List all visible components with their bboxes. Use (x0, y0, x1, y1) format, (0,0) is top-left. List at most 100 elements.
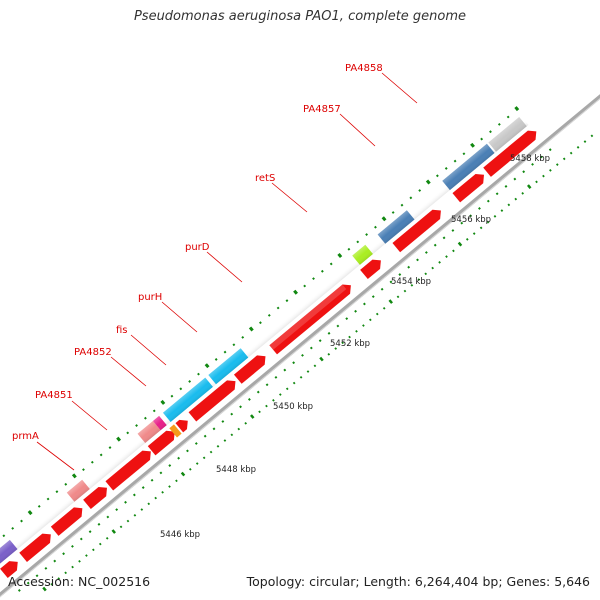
cds-arrow[interactable] (360, 256, 385, 280)
gene-label-pa4857[interactable]: PA4857 (303, 104, 376, 147)
scale-tick (147, 502, 151, 506)
topology-summary: Topology: circular; Length: 6,264,404 bp… (246, 574, 590, 589)
tick-dot (400, 203, 404, 207)
tick-dot (470, 142, 475, 148)
scale-tick (396, 295, 400, 299)
scale-tick (223, 439, 227, 442)
tick-dot (64, 482, 68, 486)
tick-dot (495, 192, 499, 196)
scale-tick (168, 485, 171, 488)
cds-arrow[interactable] (50, 504, 86, 536)
tick-dot (407, 265, 411, 269)
cds-arrow[interactable] (83, 483, 111, 510)
tick-dot (132, 493, 136, 497)
svg-text:retS: retS (255, 173, 275, 184)
tick-dot (71, 473, 77, 479)
cds-arrow[interactable] (175, 416, 191, 433)
tick-dot (44, 566, 48, 570)
cds-arrow[interactable] (233, 352, 269, 384)
scale-tick (562, 157, 566, 161)
scale-tick (78, 559, 81, 563)
cds-arrow[interactable] (19, 530, 54, 563)
tick-dot (531, 162, 534, 166)
cds-arrow[interactable] (452, 170, 487, 203)
scale-tick (237, 427, 241, 431)
scale-tick (285, 387, 289, 391)
tick-dot (97, 522, 101, 526)
gene-block-fis-small[interactable] (169, 424, 182, 438)
tick-dot (46, 497, 50, 501)
tick-dot (301, 353, 304, 357)
tick-dot (336, 324, 340, 328)
cds-arrow[interactable] (188, 376, 240, 422)
tick-dot (363, 302, 366, 306)
tick-dot (380, 287, 384, 291)
tick-dot (135, 424, 138, 427)
scale-tick (258, 410, 261, 414)
tick-dot (248, 326, 254, 332)
feature-band (0, 39, 600, 600)
cds-arrow[interactable] (147, 427, 179, 456)
scale-tick (431, 266, 434, 270)
cds-arrow[interactable] (0, 557, 22, 578)
scale-tick (230, 433, 234, 437)
tick-dot (116, 436, 122, 442)
tick-dot (53, 559, 57, 563)
gene-label-pa4858[interactable]: PA4858 (345, 63, 418, 104)
gene-label-pa4851[interactable]: PA4851 (35, 390, 108, 431)
cds-arrow-rets[interactable] (269, 281, 354, 355)
gene-label-pa4852[interactable]: PA4852 (74, 347, 147, 387)
tick-dot (143, 416, 147, 420)
tick-dot (159, 471, 163, 475)
scale-tick (85, 554, 88, 557)
tick-dot (433, 243, 437, 247)
cds-arrow[interactable] (483, 127, 540, 177)
scale-tick (355, 329, 358, 333)
scale-tick (64, 571, 67, 575)
scale-tick (542, 174, 545, 178)
scale-tick (445, 255, 448, 258)
scale-tick (452, 249, 455, 253)
cds-arrow[interactable] (105, 447, 154, 491)
scale-tick (126, 519, 130, 523)
scale-tick (50, 582, 54, 586)
scale-tick (590, 134, 594, 138)
accession-label: Accession: NC_002516 (8, 574, 151, 589)
tick-dot (124, 500, 127, 504)
scale-label: 5452 kbp (330, 339, 370, 349)
tick-dot (106, 515, 110, 519)
scale-tick (92, 548, 95, 552)
tick-dot (462, 152, 466, 156)
scale-label: 5448 kbp (216, 465, 256, 475)
scale-tick (388, 299, 393, 304)
tick-dot (221, 420, 225, 423)
tick-dot (453, 159, 457, 163)
tick-dot (265, 383, 269, 387)
tick-dot (442, 236, 446, 240)
gene-label-purd[interactable]: purD (185, 242, 243, 283)
scale-tick (140, 508, 144, 511)
tick-dot (212, 427, 216, 431)
scale-tick (209, 450, 213, 454)
gene-label-purh[interactable]: purH (138, 292, 198, 333)
tick-dot (389, 280, 393, 284)
tick-dot (285, 299, 289, 303)
tick-dot (177, 456, 181, 460)
tick-dot (312, 277, 315, 281)
scale-tick (576, 146, 580, 149)
tick-dot (486, 199, 490, 203)
tick-dot (247, 398, 251, 401)
tick-dot (309, 346, 313, 350)
tick-dot (276, 306, 280, 310)
tick-dot (115, 508, 119, 512)
gene-label-prmA[interactable]: prmA (12, 431, 75, 471)
gene-row-outer (0, 115, 529, 566)
scale-tick (299, 375, 303, 379)
tick-dot (418, 189, 422, 192)
cds-arrow[interactable] (392, 206, 444, 253)
scale-tick (161, 490, 164, 494)
svg-text:PA4858: PA4858 (345, 63, 383, 74)
gene-label-fis[interactable]: fis (116, 325, 167, 366)
scale-labels: 5446 kbp 5448 kbp 5450 kbp 5452 kbp 5454… (160, 154, 550, 540)
gene-label-rets[interactable]: retS (255, 173, 308, 213)
